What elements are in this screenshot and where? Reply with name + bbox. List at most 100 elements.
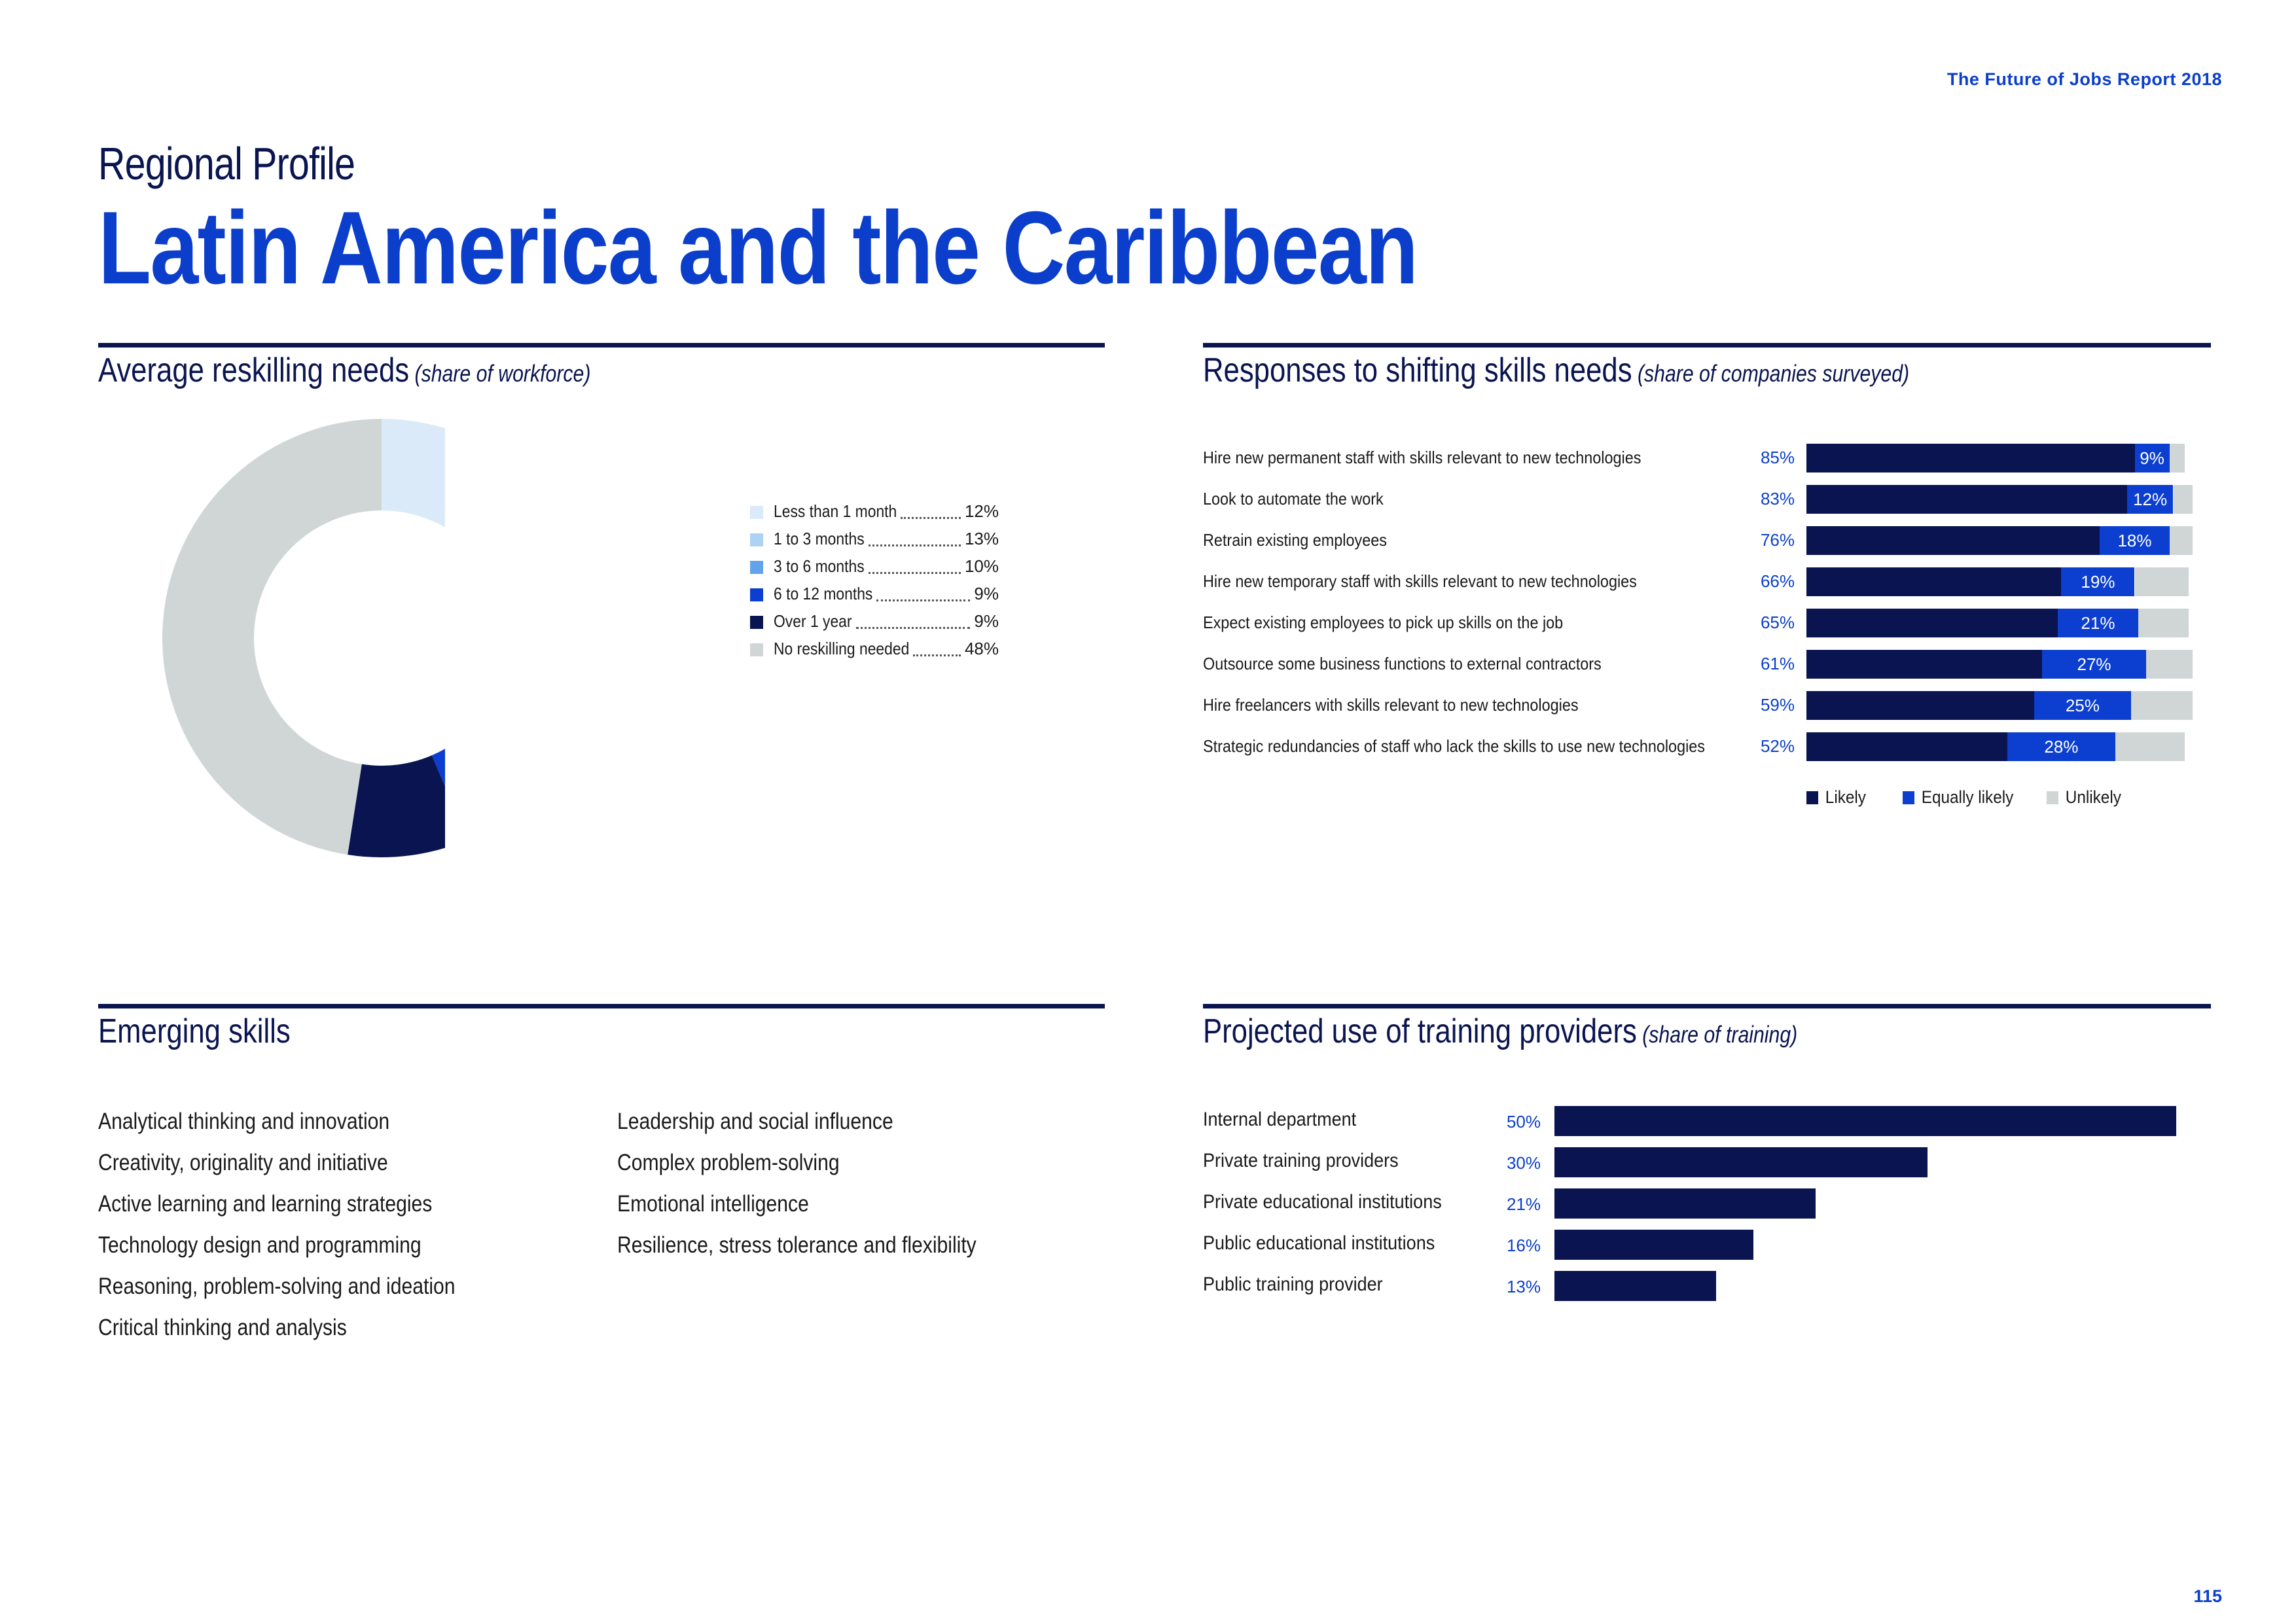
training-bar bbox=[1554, 1147, 1928, 1177]
bar-segment-equally-likely bbox=[2061, 567, 2135, 596]
legend-swatch bbox=[750, 588, 763, 601]
responses-subtitle: (share of companies surveyed) bbox=[1637, 360, 1910, 387]
legend-value: 9% bbox=[974, 611, 999, 631]
legend-label: No reskilling needed bbox=[774, 639, 910, 658]
legend-item: 3 to 6 months 10% bbox=[750, 554, 999, 580]
legend-value: 10% bbox=[964, 556, 999, 576]
bar-segment-likely bbox=[1806, 485, 2127, 514]
legend-value: 12% bbox=[964, 501, 999, 521]
response-label: Hire freelancers with skills relevant to… bbox=[1203, 695, 1579, 715]
training-value: 30% bbox=[1506, 1153, 1541, 1173]
training-bar bbox=[1554, 1230, 1753, 1260]
training-label: Private training providers bbox=[1203, 1150, 1399, 1171]
legend-leader bbox=[913, 654, 961, 656]
legend-item: 6 to 12 months 9% bbox=[750, 581, 999, 607]
bar-segment-unlikely bbox=[2146, 650, 2193, 679]
response-label: Hire new permanent staff with skills rel… bbox=[1203, 448, 1641, 467]
legend-item: Over 1 year 9% bbox=[750, 609, 999, 635]
responses-section-title: Responses to shifting skills needs (share… bbox=[1203, 351, 1909, 390]
response-likely-value: 59% bbox=[1760, 695, 1795, 715]
legend-swatch bbox=[750, 616, 763, 629]
bar-segment-label: 25% bbox=[2065, 696, 2100, 715]
legend-label: Over 1 year bbox=[774, 611, 852, 631]
bar-segment-likely bbox=[1806, 650, 2042, 679]
bar-segment-unlikely bbox=[2169, 444, 2185, 473]
bar-segment-likely bbox=[1806, 526, 2100, 555]
response-likely-value: 61% bbox=[1760, 654, 1795, 673]
legend-swatch bbox=[750, 506, 763, 519]
responses-title: Responses to shifting skills needs bbox=[1203, 351, 1632, 389]
bar-segment-equally-likely bbox=[2100, 526, 2170, 555]
bar-segment-likely bbox=[1806, 691, 2035, 720]
legend-item: 1 to 3 months 13% bbox=[750, 526, 999, 552]
bar-segment-unlikely bbox=[2115, 732, 2185, 761]
legend-leader bbox=[868, 544, 961, 546]
skill-item: Analytical thinking and innovation bbox=[98, 1109, 390, 1134]
response-label: Strategic redundancies of staff who lack… bbox=[1203, 736, 1706, 756]
donut-slice bbox=[348, 755, 445, 857]
bar-segment-label: 18% bbox=[2117, 531, 2152, 550]
section-rule bbox=[98, 1004, 1105, 1008]
response-label: Retrain existing employees bbox=[1203, 530, 1387, 550]
skill-item: Reasoning, problem-solving and ideation bbox=[98, 1274, 456, 1299]
legend-item-likely: Likely bbox=[1806, 787, 1866, 808]
response-likely-value: 85% bbox=[1760, 448, 1795, 467]
bar-segment-likely bbox=[1806, 609, 2058, 637]
training-title: Projected use of training providers bbox=[1203, 1012, 1637, 1050]
report-title: The Future of Jobs Report 2018 bbox=[1946, 69, 2222, 89]
skill-item: Active learning and learning strategies bbox=[98, 1191, 433, 1217]
legend-value: 9% bbox=[974, 584, 999, 603]
legend-swatch bbox=[2047, 791, 2058, 804]
reskilling-section-title: Average reskilling needs (share of workfo… bbox=[98, 351, 590, 390]
reskilling-subtitle: (share of workforce) bbox=[414, 360, 591, 387]
bar-segment-likely bbox=[1806, 567, 2062, 596]
training-subtitle: (share of training) bbox=[1642, 1021, 1798, 1048]
training-value: 21% bbox=[1506, 1194, 1541, 1214]
skill-item: Emotional intelligence bbox=[617, 1191, 809, 1217]
response-likely-value: 52% bbox=[1760, 736, 1795, 756]
bar-segment-unlikely bbox=[2130, 691, 2193, 720]
bar-segment-likely bbox=[1806, 444, 2135, 473]
legend-item-equally-likely: Equally likely bbox=[1903, 787, 2013, 808]
training-value: 50% bbox=[1506, 1112, 1541, 1132]
bar-segment-equally-likely bbox=[2034, 691, 2131, 720]
bar-segment-label: 27% bbox=[2077, 654, 2111, 674]
training-value: 13% bbox=[1506, 1277, 1541, 1296]
legend-swatch bbox=[1903, 791, 1914, 804]
training-bar bbox=[1554, 1106, 2176, 1136]
donut-slice bbox=[431, 749, 445, 787]
legend-item: Less than 1 month 12% bbox=[750, 499, 999, 525]
section-rule bbox=[98, 343, 1105, 348]
bar-segment-label: 19% bbox=[2081, 572, 2115, 592]
bar-segment-unlikely bbox=[2134, 567, 2189, 596]
bar-segment-label: 9% bbox=[2140, 448, 2164, 468]
legend-leader bbox=[876, 599, 971, 601]
bar-segment-equally-likely bbox=[2134, 444, 2170, 473]
legend-leader bbox=[901, 517, 961, 519]
legend-label: 1 to 3 months bbox=[774, 529, 865, 548]
emerging-section-title: Emerging skills bbox=[98, 1012, 291, 1051]
legend-swatch bbox=[1806, 791, 1818, 804]
legend-label: 6 to 12 months bbox=[774, 584, 873, 603]
training-bar bbox=[1554, 1188, 1816, 1219]
response-likely-value: 65% bbox=[1760, 613, 1795, 632]
legend-leader bbox=[855, 627, 971, 629]
response-label: Outsource some business functions to ext… bbox=[1203, 654, 1602, 673]
reskilling-title: Average reskilling needs bbox=[98, 351, 410, 389]
legend-value: 13% bbox=[964, 529, 999, 548]
legend-item-unlikely: Unlikely bbox=[2047, 787, 2121, 808]
training-section-title: Projected use of training providers (shar… bbox=[1203, 1012, 1797, 1051]
page-supertitle: Regional Profile bbox=[98, 138, 355, 189]
response-label: Expect existing employees to pick up ski… bbox=[1203, 613, 1564, 632]
response-label: Look to automate the work bbox=[1203, 489, 1384, 508]
response-likely-value: 66% bbox=[1760, 571, 1795, 591]
donut-slice bbox=[162, 419, 382, 855]
bar-segment-unlikely bbox=[2173, 485, 2193, 514]
skill-item: Complex problem-solving bbox=[617, 1150, 840, 1175]
training-label: Private educational institutions bbox=[1203, 1191, 1442, 1213]
donut-slice bbox=[382, 419, 445, 527]
bar-segment-likely bbox=[1806, 732, 2007, 761]
bar-segment-label: 12% bbox=[2133, 490, 2168, 509]
legend-leader bbox=[868, 572, 961, 574]
legend-label: 3 to 6 months bbox=[774, 556, 865, 576]
